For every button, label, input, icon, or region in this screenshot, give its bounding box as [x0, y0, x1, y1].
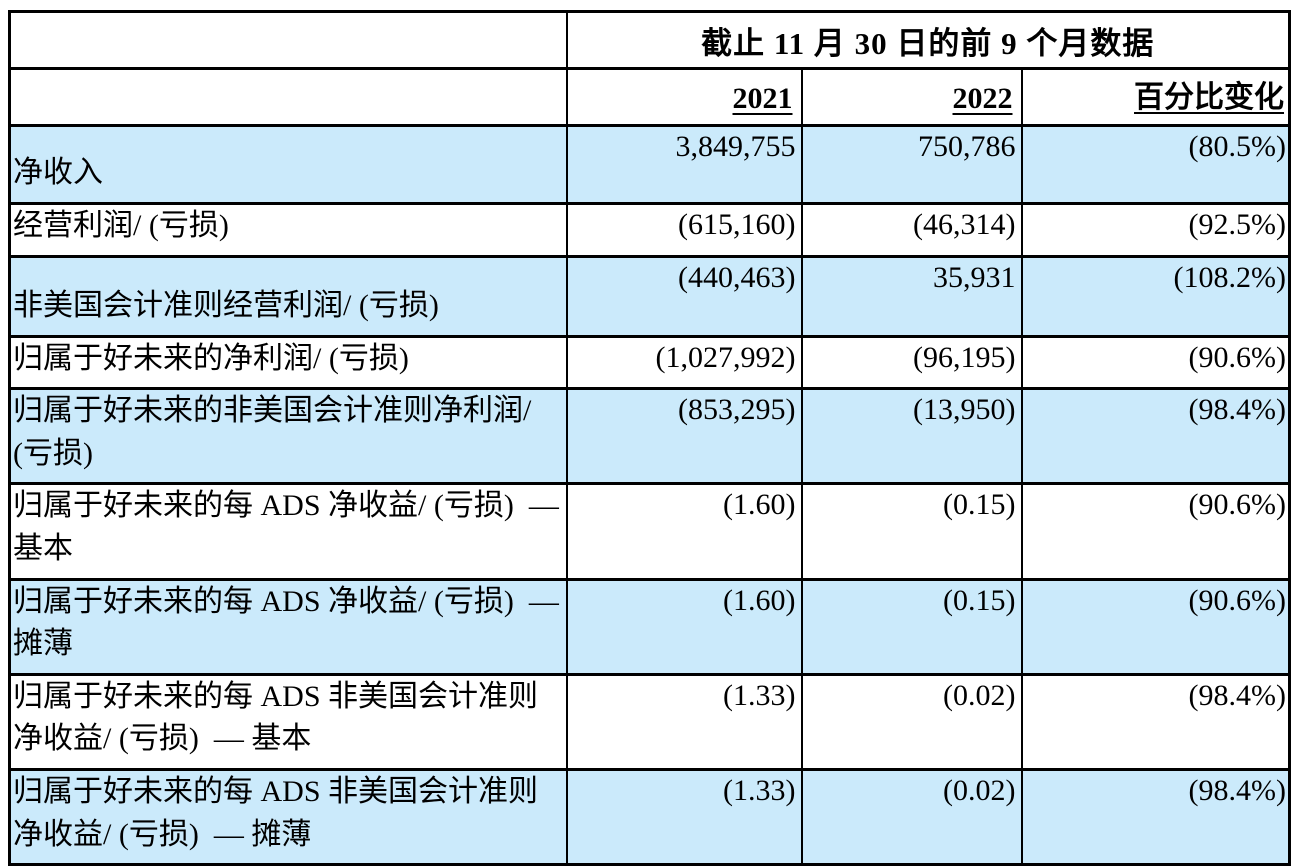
value-2022: 750,786 [800, 124, 1023, 205]
table-row-operating-income: 经营利润/ (亏损) (615,160) (46,314) (92.5%) [8, 202, 1291, 258]
table-row-non-gaap-net-income-attributable: 归属于好未来的非美国会计准则净利润/ (亏损) (853,295) (13,95… [8, 387, 1291, 486]
row-label: 归属于好未来的净利润/ (亏损) [8, 334, 568, 391]
row-label: 归属于好未来的每 ADS 非美国会计准则净收益/ (亏损) — 基本 [8, 672, 568, 771]
value-pct-change: (108.2%) [1020, 254, 1291, 338]
value-2022: (0.15) [800, 482, 1023, 581]
column-header-2021-label: 2021 [732, 82, 793, 115]
column-header-pct-change-label: 百分比变化 [1134, 81, 1285, 114]
value-2021: (1.33) [565, 672, 803, 771]
value-pct-change: (92.5%) [1020, 202, 1291, 258]
value-pct-change: (98.4%) [1020, 387, 1291, 486]
column-header-2022: 2022 [800, 67, 1023, 127]
value-pct-change: (80.5%) [1020, 124, 1291, 205]
row-label: 归属于好未来的每 ADS 净收益/ (亏损) — 基本 [8, 482, 568, 581]
value-2022: 35,931 [800, 254, 1023, 338]
header-row-columns: 2021 2022 百分比变化 [8, 67, 1291, 127]
table-row-non-gaap-eps-ads-basic: 归属于好未来的每 ADS 非美国会计准则净收益/ (亏损) — 基本 (1.33… [8, 672, 1291, 771]
financial-results-table: 截止 11 月 30 日的前 9 个月数据 2021 2022 百分比变化 净收… [8, 10, 1292, 866]
value-pct-change: (90.6%) [1020, 482, 1291, 581]
value-2021: (1,027,992) [565, 334, 803, 391]
value-pct-change: (90.6%) [1020, 334, 1291, 391]
column-header-2022-label: 2022 [952, 82, 1013, 115]
value-pct-change: (98.4%) [1020, 767, 1291, 866]
value-2021: (853,295) [565, 387, 803, 486]
table-row-eps-ads-basic: 归属于好未来的每 ADS 净收益/ (亏损) — 基本 (1.60) (0.15… [8, 482, 1291, 581]
value-2021: (1.60) [565, 577, 803, 676]
table-row-non-gaap-operating-income: 非美国会计准则经营利润/ (亏损) (440,463) 35,931 (108.… [8, 254, 1291, 338]
value-2022: (0.02) [800, 767, 1023, 866]
value-2022: (0.02) [800, 672, 1023, 771]
row-label: 归属于好未来的每 ADS 净收益/ (亏损) — 摊薄 [8, 577, 568, 676]
row-label: 归属于好未来的非美国会计准则净利润/ (亏损) [8, 387, 568, 486]
row-label: 非美国会计准则经营利润/ (亏损) [8, 254, 568, 338]
column-header-2021: 2021 [565, 67, 803, 127]
table-row-net-revenues: 净收入 3,849,755 750,786 (80.5%) [8, 124, 1291, 205]
header-row-period: 截止 11 月 30 日的前 9 个月数据 [8, 10, 1291, 70]
value-pct-change: (98.4%) [1020, 672, 1291, 771]
period-title: 截止 11 月 30 日的前 9 个月数据 [565, 10, 1291, 70]
value-2022: (46,314) [800, 202, 1023, 258]
value-2022: (0.15) [800, 577, 1023, 676]
table-row-eps-ads-diluted: 归属于好未来的每 ADS 净收益/ (亏损) — 摊薄 (1.60) (0.15… [8, 577, 1291, 676]
value-2021: (615,160) [565, 202, 803, 258]
value-2022: (13,950) [800, 387, 1023, 486]
row-label: 归属于好未来的每 ADS 非美国会计准则净收益/ (亏损) — 摊薄 [8, 767, 568, 866]
empty-corner-cell [8, 10, 568, 70]
table-row-non-gaap-eps-ads-diluted: 归属于好未来的每 ADS 非美国会计准则净收益/ (亏损) — 摊薄 (1.33… [8, 767, 1291, 866]
value-2022: (96,195) [800, 334, 1023, 391]
column-header-pct-change: 百分比变化 [1020, 67, 1291, 127]
empty-label-header-cell [8, 67, 568, 127]
value-2021: (440,463) [565, 254, 803, 338]
value-2021: (1.60) [565, 482, 803, 581]
table-row-net-income-attributable: 归属于好未来的净利润/ (亏损) (1,027,992) (96,195) (9… [8, 334, 1291, 391]
value-pct-change: (90.6%) [1020, 577, 1291, 676]
row-label: 经营利润/ (亏损) [8, 202, 568, 258]
value-2021: (1.33) [565, 767, 803, 866]
row-label: 净收入 [8, 124, 568, 205]
value-2021: 3,849,755 [565, 124, 803, 205]
